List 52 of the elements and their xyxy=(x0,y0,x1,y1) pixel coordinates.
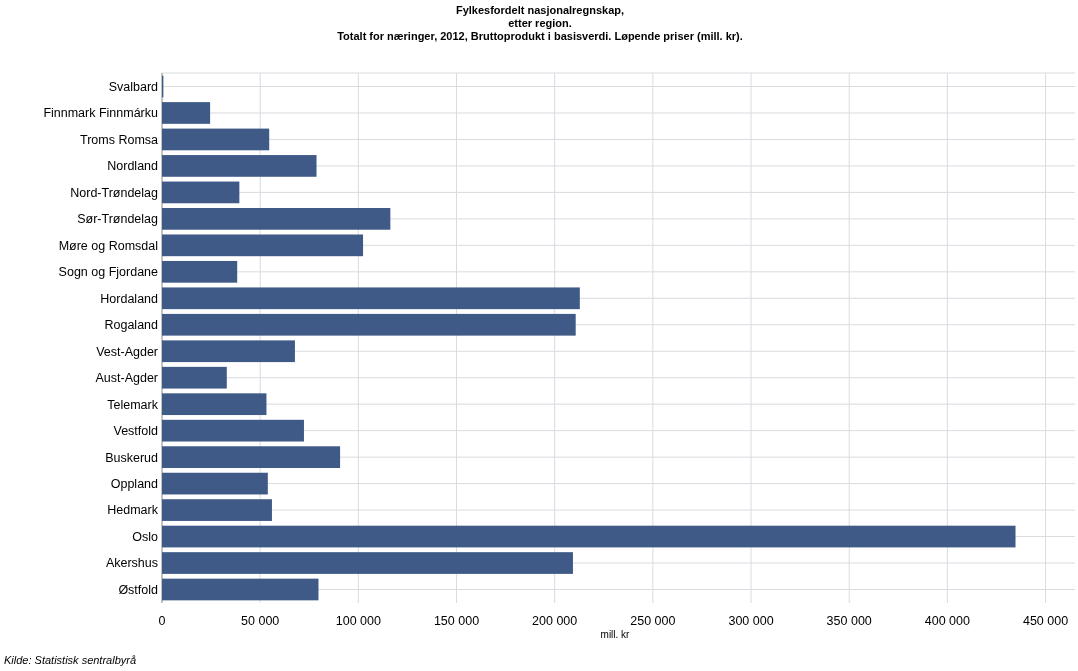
y-tick-label: Svalbard xyxy=(108,79,159,94)
bar xyxy=(162,472,268,495)
x-axis-title: mill. kr xyxy=(600,629,631,640)
y-tick-label: Nordland xyxy=(107,159,159,174)
bar xyxy=(162,234,364,257)
y-tick-label: Sogn og Fjordane xyxy=(58,265,159,280)
bar xyxy=(162,287,580,310)
bar xyxy=(162,552,573,574)
y-tick-label: Oppland xyxy=(110,476,159,491)
text: Kilde: Statistisk sentralbyrå xyxy=(4,654,137,666)
bar xyxy=(162,419,304,442)
y-tick-label: Sør-Trøndelag xyxy=(77,212,159,227)
y-tick-label: Nord-Trøndelag xyxy=(70,185,159,200)
x-tick-label: 400 000 xyxy=(924,614,971,628)
y-tick-label: Oslo xyxy=(132,529,159,544)
y-tick-label: Aust-Agder xyxy=(95,371,158,386)
y-tick-label: Akershus xyxy=(105,556,158,571)
bar xyxy=(162,155,317,177)
y-tick-label: Telemark xyxy=(107,397,159,412)
x-tick-label: 150 000 xyxy=(433,614,480,628)
y-tick-label: Hordaland xyxy=(100,291,159,306)
x-tick-label: 0 xyxy=(158,614,166,628)
y-tick-label: Troms Romsa xyxy=(79,132,159,147)
x-tick-label: 350 000 xyxy=(826,614,872,628)
bar xyxy=(162,393,267,416)
y-tick-label: Hedmark xyxy=(107,503,159,518)
bar xyxy=(162,499,272,521)
x-tick-label: 100 000 xyxy=(335,614,381,628)
bar xyxy=(162,260,238,283)
x-tick-label: 250 000 xyxy=(630,614,676,628)
bar xyxy=(162,525,1016,548)
bar xyxy=(162,578,319,601)
bar xyxy=(162,446,341,468)
y-tick-label: Vestfold xyxy=(113,424,159,439)
bar xyxy=(162,340,295,363)
y-tick-label: Rogaland xyxy=(104,318,159,333)
y-tick-label: Vest-Agder xyxy=(96,344,158,359)
x-tick-label: 300 000 xyxy=(728,614,774,628)
bar xyxy=(162,128,270,151)
x-tick-label: 50 000 xyxy=(241,614,280,628)
x-tick-label: 200 000 xyxy=(532,614,578,628)
bar xyxy=(162,366,227,389)
y-tick-label: Østfold xyxy=(118,582,159,597)
bar xyxy=(162,181,240,204)
bar xyxy=(162,313,576,336)
y-tick-label: Buskerud xyxy=(105,450,159,465)
x-tick-label: 450 000 xyxy=(1022,614,1069,628)
y-tick-label: Møre og Romsdal xyxy=(58,238,158,253)
y-tick-label: Finnmark Finnmárku xyxy=(43,106,159,121)
chart-title: Fylkesfordelt nasjonalregnskap, etter region. Totalt for næringer, 2012, Bruttoprodukt i basisverdi. Løpende priser (mill. kr). xyxy=(337,4,743,42)
bar xyxy=(162,102,211,124)
bar xyxy=(162,208,391,230)
